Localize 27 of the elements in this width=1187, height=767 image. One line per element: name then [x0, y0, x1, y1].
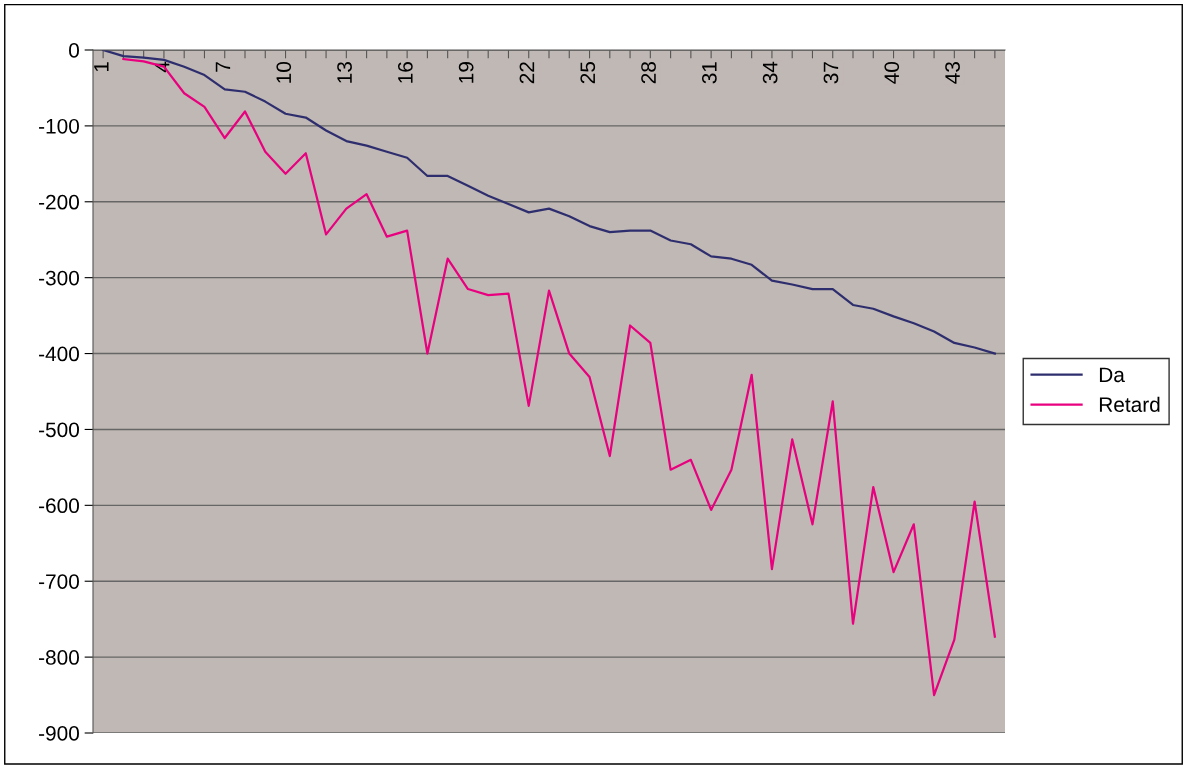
y-tick-label: -500: [39, 422, 79, 438]
y-tick-label: -900: [39, 726, 79, 741]
x-tick-label: 7: [215, 62, 231, 72]
x-tick-label: 16: [397, 62, 413, 83]
x-tick-label: 25: [580, 61, 596, 84]
x-tick-label: 1: [94, 62, 109, 72]
y-tick-label: -400: [39, 346, 79, 362]
y-tick-label: 0: [69, 43, 79, 58]
y-tick-label: -800: [39, 650, 79, 665]
x-tick-label: 34: [762, 61, 778, 84]
x-tick-label: 10: [276, 61, 292, 83]
x-tick-label: 37: [823, 62, 839, 84]
x-tick-label: 22: [519, 62, 535, 84]
legend-label: Da: [1099, 367, 1125, 383]
y-tick-label: -200: [39, 194, 79, 210]
x-tick-label: 13: [337, 62, 352, 83]
y-tick-label: -300: [39, 270, 79, 286]
y-tick-label: -100: [39, 118, 79, 134]
line-series: [122, 58, 996, 697]
y-tick-label: -600: [39, 498, 79, 514]
y-tick-label: -700: [39, 574, 79, 589]
x-tick-label: 28: [641, 62, 656, 84]
x-tick-label: 31: [701, 62, 717, 84]
x-tick-label: 19: [458, 62, 474, 83]
legend-label: Retard: [1099, 396, 1160, 413]
x-tick-label: 40: [884, 61, 900, 84]
x-tick-label: 43: [945, 62, 960, 84]
